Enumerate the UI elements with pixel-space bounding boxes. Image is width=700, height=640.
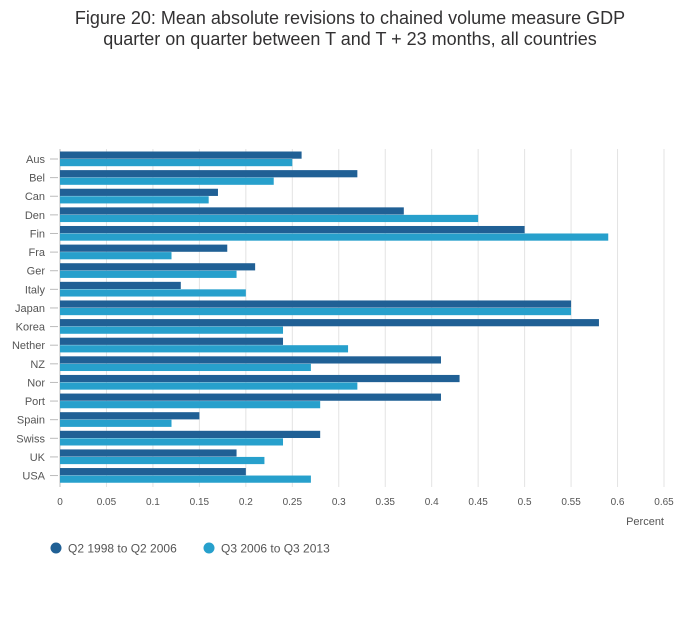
bar-series-2 <box>60 345 349 353</box>
legend[interactable]: Q2 1998 to Q2 2006 Q3 2006 to Q3 2013 <box>50 542 331 556</box>
chart-title-line-2: quarter on quarter between T and T + 23 … <box>103 29 596 49</box>
category-label: Fin <box>30 228 45 240</box>
x-tick-label: 0.1 <box>146 497 160 508</box>
category-label: Spain <box>17 415 45 427</box>
x-axis-title: Percent <box>626 516 664 528</box>
x-tick-label: 0.6 <box>611 497 625 508</box>
chart-title: Figure 20: Mean absolute revisions to ch… <box>75 8 625 49</box>
x-tick-label: 0.15 <box>190 497 210 508</box>
category-label: Japan <box>15 303 45 315</box>
bar-series-2 <box>60 307 572 316</box>
category-label: Korea <box>16 322 46 334</box>
x-tick-label: 0.35 <box>375 497 395 508</box>
bar-series-2 <box>60 401 321 409</box>
category-label: Italy <box>25 284 46 296</box>
legend-marker <box>50 542 62 554</box>
bar-series-2 <box>60 177 274 185</box>
bar-series-1 <box>60 319 599 327</box>
bar-series-1 <box>60 374 460 383</box>
x-tick-label: 0 <box>57 497 63 508</box>
bar-series-1 <box>60 393 441 401</box>
bar-series-2 <box>60 363 311 372</box>
bar-series-1 <box>60 468 246 476</box>
legend-item[interactable]: Q3 2006 to Q3 2013 <box>203 542 331 556</box>
bar-series-2 <box>60 382 358 390</box>
category-label: Nether <box>12 340 45 352</box>
category-label: Fra <box>29 247 46 259</box>
category-label: Can <box>25 191 45 203</box>
x-tick-label: 0.2 <box>239 497 253 508</box>
x-tick-label: 0.3 <box>332 497 346 508</box>
legend-marker <box>203 542 215 554</box>
bar-series-1 <box>60 188 218 196</box>
gridlines <box>59 149 665 487</box>
x-tick-label: 0.55 <box>561 497 581 508</box>
bar-series-2 <box>60 289 246 297</box>
x-tick-label: 0.45 <box>468 497 488 508</box>
category-labels: Aus Bel Can Den Fin Fra Ger Italy Japan Korea Neth… <box>12 154 58 483</box>
bar-series-1 <box>60 151 302 159</box>
bar-series-2 <box>60 475 311 483</box>
bar-series-2 <box>60 196 209 204</box>
bars <box>60 151 609 483</box>
bar-series-1 <box>60 412 200 420</box>
x-tick-label: 0.65 <box>654 497 674 508</box>
category-label: Swiss <box>16 433 45 445</box>
category-label: Aus <box>26 154 45 166</box>
chart-title-line-1: Figure 20: Mean absolute revisions to ch… <box>75 8 625 28</box>
bar-series-1 <box>60 337 284 345</box>
bar-series-1 <box>60 263 256 271</box>
category-label: Nor <box>27 377 45 389</box>
bar-series-1 <box>60 300 572 308</box>
bar-series-1 <box>60 281 181 290</box>
legend-label: Q2 1998 to Q2 2006 <box>68 542 177 556</box>
bar-series-1 <box>60 449 237 457</box>
bar-series-1 <box>60 430 321 438</box>
x-tick-label: 0.05 <box>97 497 117 508</box>
category-label: Bel <box>29 173 45 185</box>
category-label: Den <box>25 210 45 222</box>
bar-series-1 <box>60 207 404 215</box>
category-label: UK <box>30 452 46 464</box>
x-tick-label: 0.5 <box>518 497 532 508</box>
bar-series-2 <box>60 270 237 278</box>
legend-label: Q3 2006 to Q3 2013 <box>221 542 330 556</box>
x-tick-label: 0.25 <box>283 497 303 508</box>
x-tick-label: 0.4 <box>425 497 439 508</box>
category-label: NZ <box>30 359 45 371</box>
bar-series-1 <box>60 225 525 234</box>
bar-series-2 <box>60 326 284 334</box>
category-label: USA <box>22 471 45 483</box>
bar-series-1 <box>60 356 441 364</box>
bar-series-2 <box>60 233 609 241</box>
bar-series-2 <box>60 214 479 223</box>
bar-series-2 <box>60 159 293 167</box>
bar-series-2 <box>60 419 172 427</box>
category-label: Ger <box>27 266 46 278</box>
bar-series-1 <box>60 170 358 178</box>
category-label: Port <box>25 396 45 408</box>
bar-series-1 <box>60 244 228 252</box>
bar-series-2 <box>60 438 284 446</box>
x-tick-labels: 0 0.05 0.1 0.15 0.2 0.25 0.3 0.35 0.4 0.45 0.5 0.55… <box>57 497 674 508</box>
bar-series-2 <box>60 252 172 260</box>
bar-series-2 <box>60 456 265 465</box>
legend-item[interactable]: Q2 1998 to Q2 2006 <box>50 542 178 556</box>
